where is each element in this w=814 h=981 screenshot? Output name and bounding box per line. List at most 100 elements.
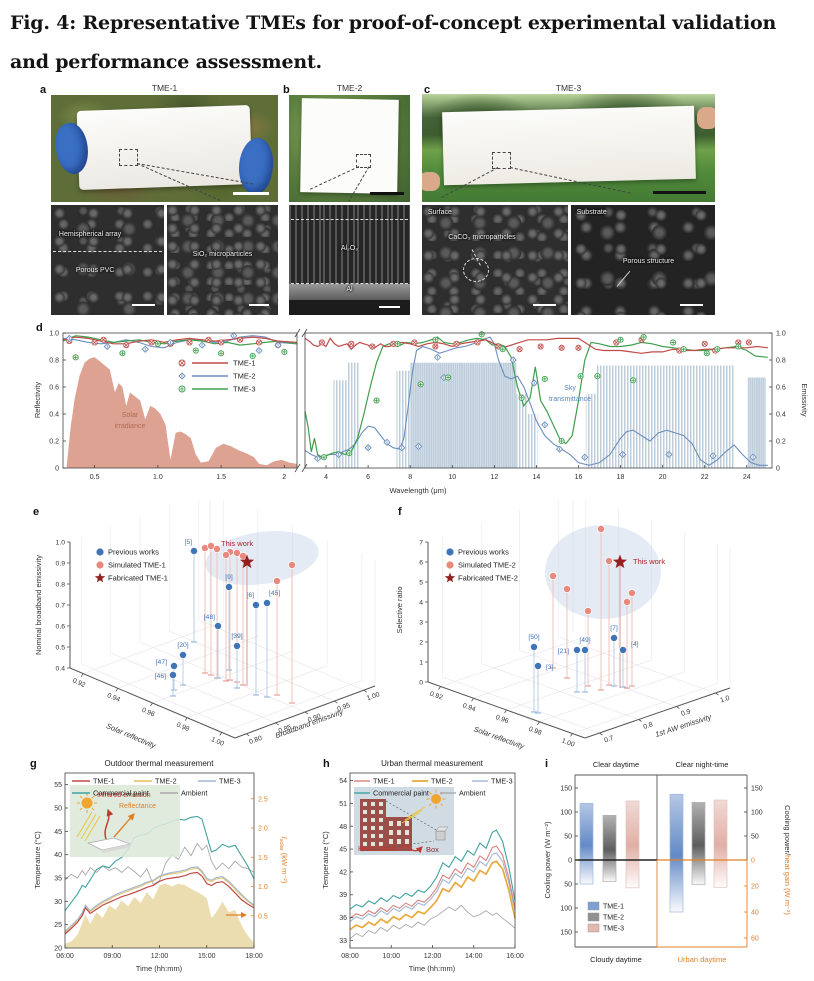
chart-shape [237,337,243,342]
chart-shape [84,815,101,842]
infrared-emission-label: Infrared emission [97,792,151,799]
chart-shape [198,619,364,691]
x-tick: 16:00 [506,953,524,960]
chart-shape [371,834,375,838]
y-tick: 0.9 [680,708,691,718]
sem-tme1-surface: SiO₂ microparticles [167,205,278,315]
sem-tme2-cross-section: Al₂O₃ Al [289,205,410,315]
tme2-film [300,98,399,195]
chart-shape [519,650,677,707]
sem-label: Porous structure [622,257,675,265]
y2-tick: 0.5 [258,913,268,920]
y-axis-label-left: Reflectivity [33,382,42,419]
y-tick: 0.7 [603,735,614,745]
chart-shape [435,826,449,832]
chart-shape [92,340,97,345]
y2-tick: 1.5 [258,855,268,862]
sem-label: Al [346,286,353,294]
chart-shape [113,813,135,838]
right-tick-orange: 20 [751,884,759,891]
chart-shape [440,803,444,807]
chart-shape [294,463,308,473]
legend-marker [96,548,104,556]
legend-label: Simulated TME-2 [458,561,516,570]
chart-shape [193,348,198,353]
previous-work-point [610,634,618,642]
y-axis-label-left: Cooling power (W m⁻²) [543,821,552,898]
x-tick: 1.00 [210,736,225,748]
y-tick-right: 0.4 [776,412,786,419]
chart-shape [379,802,383,806]
group-title: Clear daytime [593,760,639,769]
legend-label: TME-2 [603,915,624,922]
legend-label: Previous works [458,548,509,557]
reference-label: [49] [579,637,590,644]
y-tick: 39 [339,892,347,899]
y-tick: 20 [54,946,62,953]
chart-shape [397,821,401,826]
chart-shape [444,572,456,583]
x-tick: 18:00 [245,953,263,960]
y-axis-label: Broadband emissivity [274,707,345,740]
reference-label: [6] [246,592,254,599]
simulated-point [597,525,605,533]
chart-shape [256,340,262,345]
chart-shape [349,829,516,910]
x-tick: 1.5 [216,474,226,481]
y-tick: 42 [339,869,347,876]
reference-label: [4] [631,641,639,648]
y-tick: 1.0 [719,695,730,705]
chart-shape [517,347,522,352]
bar-TME-2 [602,815,617,882]
legend-label: TME-2 [431,777,453,786]
chart-shape [363,810,367,814]
panel-label-a: a [40,84,47,96]
chart-shape [641,335,646,339]
heat-island-label: Heat island [358,844,396,853]
legend-label: Ambient [459,789,485,798]
chart-shape [379,842,383,846]
sky-transmittance-band [347,362,359,468]
leader-dashed-line [616,271,631,288]
x-tick: 12:00 [424,953,442,960]
spectra-chart: 0 0 0.2 0.2 0.4 0.4 0.6 0.6 0.8 0.8 1.0 1.0 0.5 1.0 1.… [33,328,809,495]
chart-shape [94,572,106,583]
x-tick: 0.92 [429,691,444,702]
y2-tick: 2.0 [258,826,268,833]
reference-label: [47] [156,659,167,666]
chart-shape [599,732,603,736]
sky-transmittance-band [747,377,766,468]
inspect-box [355,153,371,168]
chart-shape [638,719,642,722]
chart-shape [379,834,383,838]
sem-label: Hemispherical array [58,231,122,239]
z-tick: 0 [419,680,423,687]
chart-shape [120,351,125,356]
sky-transmittance-band [333,380,348,468]
chart-shape: (kW m⁻²) [280,851,289,884]
chart-shape [595,374,600,379]
chart-shape [169,630,335,702]
hand-left [422,171,440,192]
chart-shape [363,802,367,806]
panel-label-d: d [36,322,43,334]
chart-shape [537,721,540,725]
chart-shape [139,641,306,713]
chart-shape [428,803,432,807]
group-bottom-label: Cloudy daytime [590,955,642,964]
legend-label: Previous works [108,548,159,557]
z-tick: 7 [419,540,423,547]
y-axis-label-right: Cooling power/heat gain (W m⁻²) [783,805,792,915]
reference-label: [45] [269,590,280,597]
chart-shape [250,354,255,358]
chart-shape [504,709,507,714]
chart-shape [349,341,354,346]
chart-shape [347,451,351,455]
y-tick: 1.00 [366,691,381,702]
z-tick: 0.9 [56,561,66,568]
chart-shape [671,340,675,345]
simulated-point [549,572,557,580]
left-tick: 100 [560,810,572,817]
chart-shape [150,702,153,707]
